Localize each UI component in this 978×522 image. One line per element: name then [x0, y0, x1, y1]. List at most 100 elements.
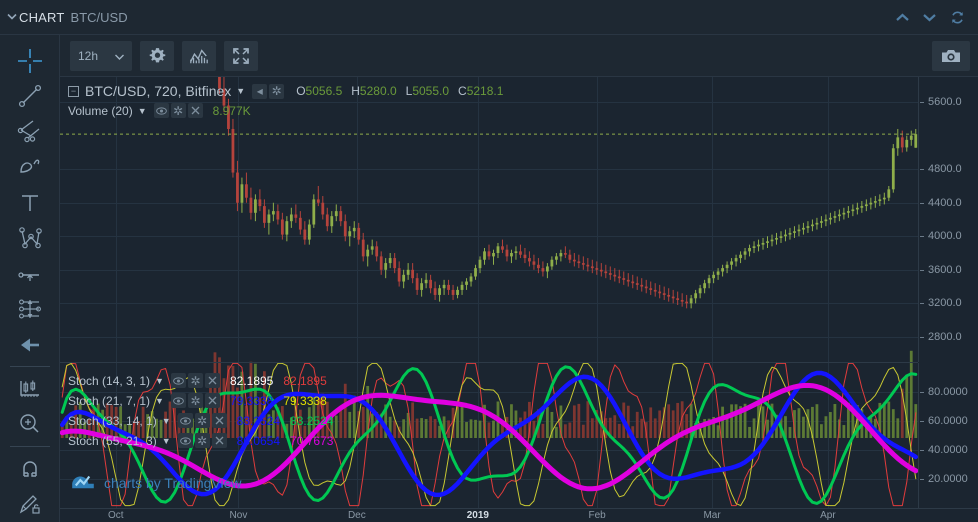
- prev-icon[interactable]: ◂: [252, 83, 268, 99]
- ohlc-key-l: L: [405, 84, 413, 98]
- stoch-label[interactable]: Stoch (21, 7, 1): [68, 393, 151, 408]
- interval-label: 12h: [78, 48, 99, 63]
- eye-icon[interactable]: [170, 393, 186, 408]
- gear-icon[interactable]: ✲: [187, 373, 203, 388]
- chevron-down-icon[interactable]: ▼: [161, 415, 171, 426]
- stoch-legend-icons: ✲: [177, 433, 227, 448]
- trend-line-tool[interactable]: [10, 78, 50, 113]
- chevron-down-icon: [115, 49, 124, 63]
- stoch-value-d: 70.7673: [290, 433, 334, 448]
- snapshot-button[interactable]: [932, 41, 970, 71]
- gear-icon[interactable]: ✲: [194, 413, 210, 428]
- stoch-tick: 60.0000: [920, 415, 968, 427]
- gear-icon[interactable]: ✲: [170, 103, 186, 118]
- chevron-down-icon[interactable]: [6, 10, 18, 25]
- time-axis[interactable]: Oct Nov Dec 2019 Feb Mar Apr: [60, 508, 978, 522]
- stoch-value-d: 79.3338: [283, 393, 327, 408]
- eye-icon[interactable]: [177, 413, 193, 428]
- tradingview-watermark[interactable]: charts by TradingView: [70, 472, 241, 493]
- close-icon[interactable]: [204, 393, 220, 408]
- undo-tool[interactable]: [10, 327, 50, 362]
- gridline-v: [712, 77, 714, 508]
- gear-icon[interactable]: ✲: [269, 83, 285, 99]
- gridline-h: [60, 269, 918, 271]
- stochastic-axis[interactable]: 80.0000 60.0000 40.0000 20.0000: [918, 363, 978, 508]
- gridline-v: [477, 77, 479, 508]
- close-icon[interactable]: [204, 373, 220, 388]
- zoom-in-tool[interactable]: [10, 407, 50, 442]
- gridline-h: [60, 392, 918, 393]
- ohlc-values: O5056.5 H5280.0 L5055.0 C5218.1: [296, 84, 503, 98]
- measure-tool[interactable]: [10, 371, 50, 406]
- ohlc-key-h: H: [351, 84, 360, 98]
- chevron-down-icon[interactable]: ▼: [155, 395, 164, 406]
- eye-icon[interactable]: [153, 103, 169, 118]
- gear-icon[interactable]: ✲: [187, 393, 203, 408]
- chevron-down-icon[interactable]: ▼: [137, 105, 147, 116]
- symbol-label[interactable]: BTC/USD, 720, Bitfinex: [85, 83, 232, 99]
- close-icon[interactable]: [211, 433, 227, 448]
- volume-label[interactable]: Volume (20): [68, 103, 133, 118]
- chevron-down-icon[interactable]: ▼: [155, 375, 164, 386]
- price-tick: 4400.0: [920, 196, 962, 209]
- collapse-up-icon[interactable]: [896, 13, 909, 22]
- pattern-tool[interactable]: [10, 220, 50, 255]
- magnet-tool[interactable]: [10, 451, 50, 486]
- price-axis[interactable]: 5600.0 4800.0 4400.0 4000.0 3600.0 3200.0 2800…: [918, 77, 978, 362]
- price-tick: 3600.0: [920, 263, 962, 276]
- brush-tool[interactable]: [10, 149, 50, 184]
- eye-icon[interactable]: [177, 433, 193, 448]
- collapse-down-icon[interactable]: [923, 13, 936, 22]
- ohlc-key-o: O: [296, 84, 306, 98]
- chart-surface[interactable]: − BTC/USD, 720, Bitfinex ▼ ◂ ✲ O5056.5 H…: [60, 77, 978, 522]
- collapse-series-icon[interactable]: −: [68, 85, 79, 97]
- window-controls: [896, 10, 978, 25]
- stoch-label[interactable]: Stoch (33, 14, 1): [68, 413, 157, 428]
- eye-icon[interactable]: [170, 373, 186, 388]
- price-tick: 3200.0: [920, 297, 962, 310]
- stoch-legend-icons: ✲: [170, 373, 220, 388]
- chevron-down-icon[interactable]: ▼: [161, 435, 171, 446]
- volume-legend: Volume (20) ▼ ✲ 8.977K: [68, 103, 251, 118]
- pane-divider[interactable]: [60, 362, 918, 363]
- stoch-label[interactable]: Stoch (55, 21, 3): [68, 433, 157, 448]
- interval-selector[interactable]: 12h: [70, 40, 132, 71]
- chevron-down-icon[interactable]: ▼: [236, 86, 246, 96]
- gridline-h: [60, 336, 918, 338]
- pitchfork-tool[interactable]: [10, 114, 50, 149]
- fullscreen-button[interactable]: [224, 40, 258, 71]
- ohlc-val-h: 5280.0: [359, 84, 397, 98]
- stoch-tick: 40.0000: [920, 444, 968, 456]
- arrow-marker-tool[interactable]: [10, 256, 50, 291]
- indicators-button[interactable]: [182, 40, 216, 71]
- refresh-icon[interactable]: [950, 10, 965, 25]
- close-icon[interactable]: [211, 413, 227, 428]
- gear-icon[interactable]: ✲: [194, 433, 210, 448]
- time-tick: 2019: [466, 510, 489, 521]
- series-legend-icons: ◂ ✲: [252, 83, 285, 99]
- text-tool[interactable]: [10, 185, 50, 220]
- stochastic-legend: Stoch (21, 7, 1) ▼ ✲ 79.3338 79.3338: [68, 393, 327, 408]
- gridline-v: [597, 77, 599, 508]
- stoch-value-d: 82.1895: [283, 373, 327, 388]
- ohlc-val-o: 5056.5: [305, 84, 343, 98]
- chart-settings-button[interactable]: [140, 40, 174, 71]
- price-pane[interactable]: [60, 77, 918, 365]
- stochastic-legend: Stoch (14, 3, 1) ▼ ✲ 82.1895 82.1895: [68, 373, 327, 388]
- time-tick: Oct: [107, 510, 124, 521]
- gridline-h: [60, 450, 918, 451]
- tradingview-logo-icon: [70, 472, 96, 493]
- window-title-bar: CHART BTC/USD: [0, 0, 978, 35]
- lock-drawings-tool[interactable]: [10, 487, 50, 522]
- close-icon[interactable]: [187, 103, 203, 118]
- stoch-legend-icons: ✲: [170, 393, 220, 408]
- stoch-label[interactable]: Stoch (14, 3, 1): [68, 373, 151, 388]
- gridline-h: [60, 102, 918, 104]
- stoch-legend-icons: ✲: [177, 413, 227, 428]
- gridline-h: [60, 236, 918, 238]
- stochastic-pane[interactable]: [60, 362, 918, 508]
- crosshair-tool[interactable]: [10, 43, 50, 78]
- gann-tool[interactable]: [10, 291, 50, 326]
- price-tick: 5600.0: [920, 96, 962, 109]
